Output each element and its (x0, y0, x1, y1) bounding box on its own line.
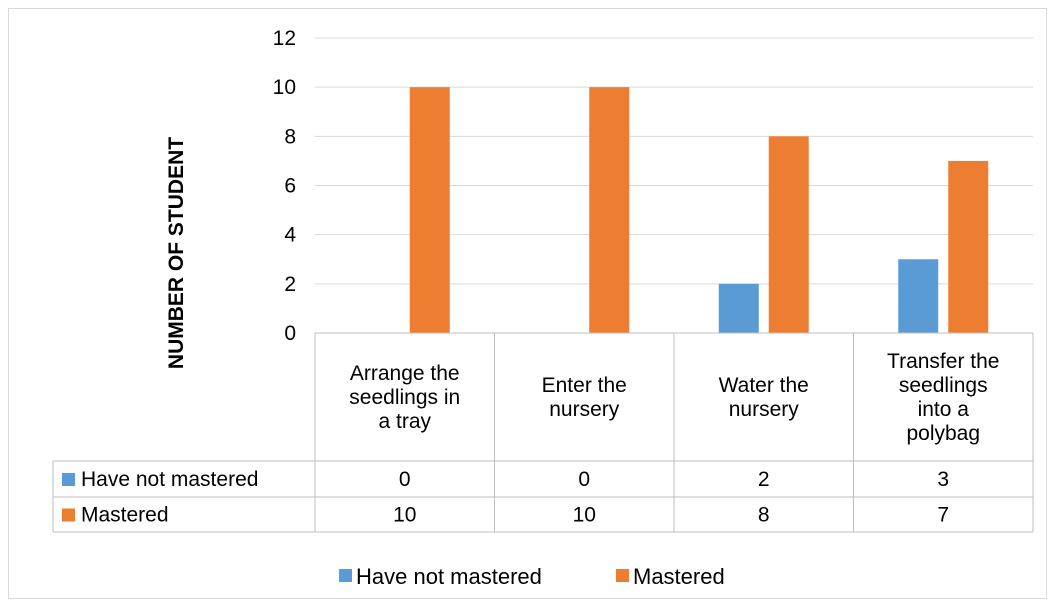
chart-frame (8, 8, 1047, 599)
data-table: Arrange the seedlings in a tray Enter the nu… (52, 332, 1034, 533)
table-legend-key (62, 473, 75, 486)
y-axis-label: NUMBER OF STUDENT (165, 137, 188, 369)
bar (718, 283, 759, 333)
y-tick-label: 0 (284, 322, 296, 345)
table-cell-value: 8 (758, 504, 770, 527)
bars (409, 87, 989, 334)
y-axis-ticks: 0 2 4 6 8 10 12 (273, 27, 297, 345)
y-tick-label: 8 (284, 125, 296, 148)
legend-label: Have not mastered (356, 564, 542, 589)
bar (589, 87, 630, 334)
category-label: Enter the nursery (542, 374, 627, 421)
category-label: Water the nursery (719, 374, 809, 421)
bar (409, 87, 450, 334)
y-tick-label: 4 (284, 224, 296, 247)
table-cell-value: 10 (573, 504, 596, 527)
legend-key (339, 569, 352, 582)
table-cell-value: 3 (937, 468, 949, 491)
table-cell-value: 7 (937, 504, 949, 527)
table-series-name: Have not mastered (81, 468, 258, 491)
y-tick-label: 6 (284, 175, 296, 198)
table-cell-value: 2 (758, 468, 770, 491)
table-legend-key (62, 508, 75, 522)
table-cell-value: 0 (578, 468, 590, 491)
y-tick-label: 10 (273, 76, 296, 99)
y-tick-label: 2 (284, 273, 296, 296)
legend-label: Mastered (633, 564, 725, 589)
legend: Have not mastered Mastered (339, 564, 725, 589)
bar (948, 160, 989, 333)
category-label: Transfer the seedlings into a polybag (887, 350, 999, 445)
table-cell-value: 10 (393, 504, 416, 527)
y-tick-label: 12 (273, 27, 296, 50)
legend-key (616, 569, 629, 582)
table-cell-value: 0 (399, 468, 411, 491)
bar (898, 259, 939, 333)
category-label: Arrange the seedlings in a tray (349, 362, 460, 433)
table-series-name: Mastered (81, 504, 169, 527)
bar (768, 136, 809, 333)
